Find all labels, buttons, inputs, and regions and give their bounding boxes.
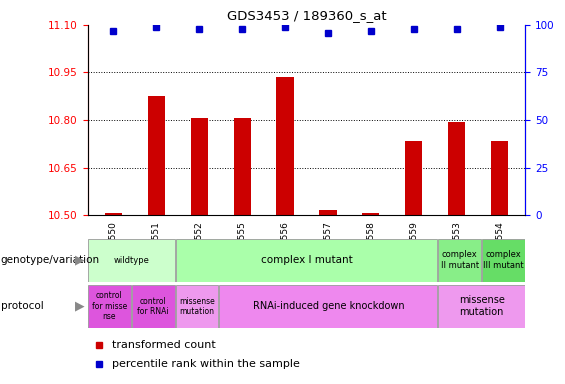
Bar [319,210,337,215]
Bar [219,285,437,328]
Text: protocol: protocol [1,301,44,311]
Bar [176,238,437,282]
Text: missense
mutation: missense mutation [179,296,215,316]
Bar [276,77,294,215]
Text: transformed count: transformed count [112,340,215,350]
Bar [147,96,165,215]
Text: ▶: ▶ [75,254,85,266]
Text: wildtype: wildtype [114,256,149,265]
Text: ▶: ▶ [75,300,85,313]
Title: GDS3453 / 189360_s_at: GDS3453 / 189360_s_at [227,9,386,22]
Text: control
for RNAi: control for RNAi [137,296,169,316]
Bar [405,141,423,215]
Bar [105,214,122,215]
Text: complex
II mutant: complex II mutant [441,250,479,270]
Bar [362,214,380,215]
Bar [132,285,175,328]
Text: percentile rank within the sample: percentile rank within the sample [112,359,299,369]
Text: genotype/variation: genotype/variation [1,255,99,265]
Text: control
for misse
nse: control for misse nse [92,291,127,321]
Bar [233,118,251,215]
Bar [491,141,508,215]
Bar [88,285,131,328]
Text: RNAi-induced gene knockdown: RNAi-induced gene knockdown [253,301,404,311]
Bar [438,285,525,328]
Bar [88,238,175,282]
Text: complex I mutant: complex I mutant [260,255,353,265]
Text: complex
III mutant: complex III mutant [483,250,524,270]
Bar [438,238,481,282]
Bar [448,122,466,215]
Bar [190,118,208,215]
Text: missense
mutation: missense mutation [459,295,505,317]
Bar [482,238,525,282]
Bar [176,285,219,328]
